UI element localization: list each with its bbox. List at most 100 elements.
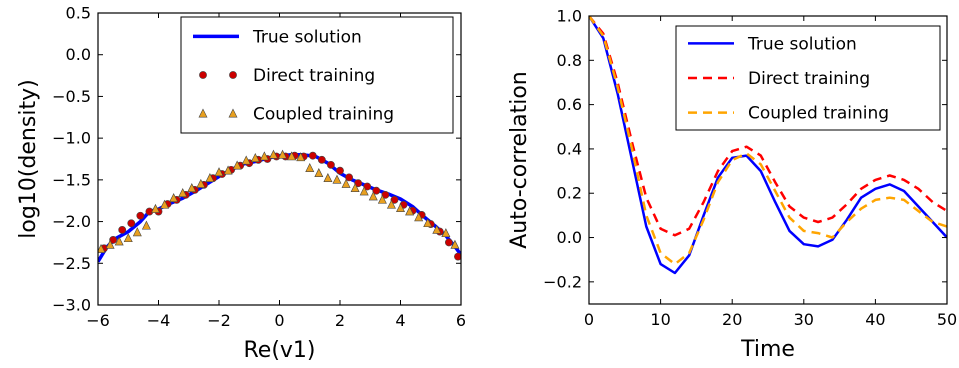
x-tick-label: 4 — [395, 311, 405, 330]
axes-frame — [588, 15, 948, 305]
x-tick-label: 10 — [650, 310, 670, 329]
series-coupled-training-line — [589, 16, 947, 266]
series-coupled-training-point — [450, 239, 460, 249]
series-coupled-training-point — [323, 173, 333, 182]
series-coupled-training-point — [241, 155, 251, 165]
plot-area — [98, 149, 461, 263]
legend-coupled-training-label: Coupled training — [253, 105, 394, 125]
series-coupled-training-point — [368, 191, 378, 201]
series-direct-training-point — [308, 151, 317, 160]
legend: True solution Direct training Coupled trai… — [180, 16, 454, 134]
series-coupled-training-point — [132, 227, 142, 237]
y-tick-label: −3.0 — [52, 296, 91, 315]
series-coupled-training-point — [332, 174, 342, 184]
series-direct-training-point — [354, 179, 363, 188]
series-coupled-training-point — [123, 233, 133, 243]
series-true-solution-line — [589, 16, 947, 275]
x-tick-label: 0 — [584, 310, 594, 329]
x-tick-label: 6 — [456, 311, 466, 330]
legend-direct-training-swatch — [199, 71, 207, 79]
y-tick-label: 0.5 — [66, 4, 91, 23]
series-coupled-training-point — [414, 212, 424, 222]
y-tick-label: −2.0 — [52, 212, 91, 231]
series-coupled-training-point — [259, 151, 269, 161]
series-coupled-training-point — [377, 194, 387, 204]
series-coupled-training-point — [432, 224, 442, 234]
series-direct-training-point — [454, 252, 461, 261]
y-tick-label: −1.0 — [52, 129, 91, 148]
legend-true-solution-label: True solution — [252, 27, 362, 47]
series-coupled-training-point — [287, 151, 297, 161]
series-direct-training-point — [109, 236, 118, 244]
x-axis-label: Time — [740, 337, 795, 362]
series-coupled-training-point — [441, 228, 451, 238]
legend-coupled-training-swatch — [198, 108, 208, 118]
series-direct-training-point — [390, 195, 399, 204]
y-axis-label: Auto-correlation — [507, 71, 532, 248]
y-tick-label: −0.5 — [52, 87, 91, 106]
plot-area — [589, 16, 947, 275]
series-direct-training-point — [118, 226, 127, 234]
x-tick-label: −6 — [86, 311, 110, 330]
series-coupled-training-point — [278, 149, 288, 159]
series-coupled-training-point — [386, 199, 396, 209]
series-coupled-training-point — [405, 206, 415, 216]
series-coupled-training-point — [114, 236, 124, 246]
legend: True solution Direct training Coupled trai… — [675, 25, 941, 131]
series-coupled-training-point — [250, 152, 260, 162]
series-coupled-training-point — [314, 168, 324, 177]
x-tick-label: 50 — [937, 310, 957, 329]
series-coupled-training-point — [150, 203, 160, 213]
legend-direct-training-swatch — [229, 71, 237, 79]
series-coupled-training-point — [178, 188, 188, 198]
x-tick-label: 2 — [335, 311, 345, 330]
series-coupled-training-point — [223, 165, 233, 175]
series-coupled-training-point — [268, 149, 278, 159]
y-axis-label: log10(density) — [16, 79, 41, 238]
series-direct-training-point — [381, 190, 390, 199]
series-coupled-training-point — [214, 167, 224, 177]
series-direct-training-point — [127, 219, 136, 228]
series-direct-training-point — [317, 155, 326, 164]
series-coupled-training-point — [160, 199, 170, 209]
series-coupled-training-point — [105, 239, 115, 249]
x-tick-label: 20 — [722, 310, 742, 329]
series-coupled-training-point — [205, 173, 215, 182]
x-tick-label: 30 — [794, 310, 814, 329]
series-coupled-training-point — [98, 243, 106, 253]
legend-true-solution-label: True solution — [747, 34, 857, 54]
y-tick-label: 0.4 — [557, 139, 582, 158]
series-coupled-training-point — [423, 218, 433, 228]
x-tick-label: 40 — [865, 310, 885, 329]
y-tick-label: −1.5 — [52, 170, 91, 189]
series-coupled-training-point — [169, 193, 179, 203]
series-true-solution-line — [98, 153, 461, 263]
series-direct-training-point — [444, 238, 453, 247]
series-coupled-training-point — [305, 163, 315, 172]
autocorrelation-chart: 0 10 20 30 40 50 −0.2 0.0 0.2 0.4 0.6 0.8 1.0 Time Aut… — [507, 7, 957, 363]
series-direct-training-point — [327, 160, 335, 169]
legend-coupled-training-label: Coupled training — [748, 104, 889, 124]
series-coupled-training-point — [187, 183, 197, 192]
series-direct-training-point — [345, 173, 353, 182]
series-direct-training-point — [336, 166, 344, 175]
legend-direct-training-label: Direct training — [253, 66, 375, 86]
series-direct-training-point — [136, 211, 145, 220]
series-direct-training-point — [363, 182, 372, 191]
legend-coupled-training-swatch — [228, 108, 238, 118]
density-chart: −6 −4 −2 0 2 4 6 −3.0 −2.5 −2.0 −1.5 −1.0 −0.5 0.0 0.5… — [16, 4, 466, 364]
series-coupled-training-point — [196, 178, 206, 188]
series-coupled-training-point — [232, 160, 242, 170]
x-tick-label: −4 — [147, 311, 171, 330]
y-tick-label: 0.0 — [66, 45, 91, 64]
y-tick-label: 0.8 — [557, 51, 582, 70]
legend-direct-training-label: Direct training — [748, 69, 870, 89]
y-tick-label: 0.6 — [557, 95, 582, 114]
x-tick-label: −2 — [207, 311, 231, 330]
series-direct-training-point — [372, 186, 381, 195]
series-coupled-training-point — [359, 186, 369, 196]
y-tick-label: 0.2 — [557, 184, 582, 203]
series-coupled-training-point — [396, 203, 405, 213]
y-tick-label: 0.0 — [557, 228, 582, 247]
